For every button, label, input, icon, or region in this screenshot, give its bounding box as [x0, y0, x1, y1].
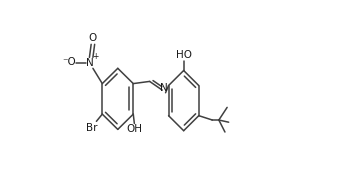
Text: +: +: [92, 52, 98, 61]
Text: N: N: [87, 58, 94, 68]
Text: Br: Br: [86, 123, 98, 133]
Text: ⁻O: ⁻O: [63, 57, 76, 67]
Text: HO: HO: [176, 50, 192, 60]
Text: OH: OH: [126, 124, 142, 134]
Text: O: O: [89, 33, 97, 43]
Text: N: N: [159, 83, 167, 93]
